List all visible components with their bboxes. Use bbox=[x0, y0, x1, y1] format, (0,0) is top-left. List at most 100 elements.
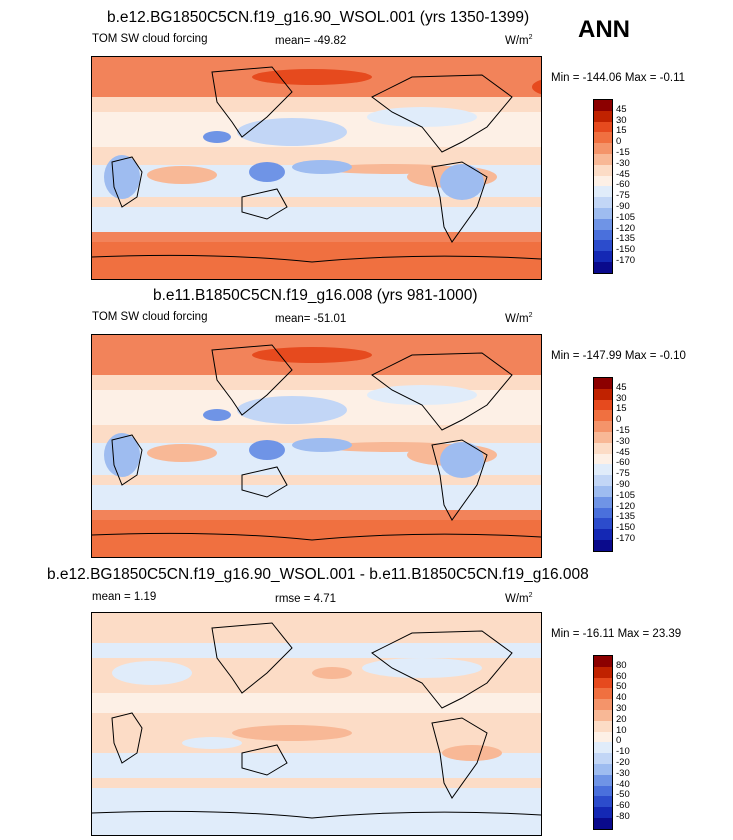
colorbar-swatch bbox=[594, 388, 612, 400]
colorbar-swatch bbox=[594, 699, 612, 710]
colorbar-swatch bbox=[594, 143, 612, 154]
colorbar-tick-label: -60 bbox=[616, 179, 630, 191]
colorbar-swatch bbox=[594, 431, 612, 443]
colorbar-swatch bbox=[594, 186, 612, 198]
colorbar-swatch bbox=[594, 807, 612, 818]
colorbar-tick-label: 30 bbox=[616, 703, 627, 714]
colorbar-tick-label: 30 bbox=[616, 392, 627, 404]
colorbar-tick-label: 15 bbox=[616, 403, 627, 415]
colorbar-swatch bbox=[594, 485, 612, 497]
colorbar-swatch bbox=[594, 164, 612, 176]
panel3-units: W/m2 bbox=[505, 592, 533, 605]
colorbar-swatch bbox=[594, 399, 612, 411]
colorbar-tick-label: -30 bbox=[616, 767, 630, 779]
panel3-colorbar bbox=[593, 655, 613, 830]
colorbar-tick-label: -80 bbox=[616, 811, 630, 822]
colorbar-tick-label: -30 bbox=[616, 157, 630, 169]
colorbar-swatch bbox=[594, 709, 612, 721]
colorbar-tick-label: -150 bbox=[616, 522, 636, 534]
colorbar-tick-label: 50 bbox=[616, 681, 627, 693]
colorbar-swatch bbox=[594, 229, 612, 241]
colorbar-tick-label: -45 bbox=[616, 446, 630, 458]
colorbar-tick-label: 40 bbox=[616, 692, 627, 704]
panel3-rmse-label: rmse = 4.71 bbox=[275, 593, 337, 605]
colorbar-swatch bbox=[594, 518, 612, 530]
colorbar-swatch bbox=[594, 207, 612, 219]
colorbar-swatch bbox=[594, 677, 612, 689]
colorbar-tick-label: 0 bbox=[616, 414, 622, 426]
colorbar-tick-label: 0 bbox=[616, 136, 622, 148]
colorbar-tick-label: 10 bbox=[616, 724, 627, 736]
panel1-map bbox=[91, 56, 542, 280]
colorbar-tick-label: 60 bbox=[616, 670, 627, 682]
panel1-minmax: Min = -144.06 Max = -0.11 bbox=[551, 72, 686, 84]
colorbar-swatch bbox=[594, 261, 612, 273]
panel2-mean-label: mean= -51.01 bbox=[275, 313, 347, 325]
season-label: ANN bbox=[578, 16, 630, 43]
colorbar-swatch bbox=[594, 785, 612, 797]
colorbar-swatch bbox=[594, 464, 612, 476]
colorbar-swatch bbox=[594, 720, 612, 732]
colorbar-tick-label: -60 bbox=[616, 800, 630, 812]
colorbar-swatch bbox=[594, 753, 612, 764]
colorbar-swatch bbox=[594, 175, 612, 187]
panel1-colorbar bbox=[593, 99, 613, 274]
colorbar-tick-label: 45 bbox=[616, 381, 627, 393]
panel1-title: b.e12.BG1850C5CN.f19_g16.90_WSOL.001 (yr… bbox=[107, 9, 530, 26]
colorbar-tick-label: -105 bbox=[616, 211, 636, 223]
panel2-units: W/m2 bbox=[505, 312, 533, 325]
colorbar-tick-label: 80 bbox=[616, 659, 627, 671]
panel2-colorbar bbox=[593, 377, 613, 552]
colorbar-swatch bbox=[594, 507, 612, 519]
colorbar-swatch bbox=[594, 121, 612, 133]
colorbar-tick-label: -60 bbox=[616, 457, 630, 469]
colorbar-swatch bbox=[594, 132, 612, 144]
colorbar-tick-label: 15 bbox=[616, 125, 627, 137]
colorbar-tick-label: -150 bbox=[616, 244, 636, 256]
panel3-minmax: Min = -16.11 Max = 23.39 bbox=[551, 628, 682, 640]
colorbar-swatch bbox=[594, 251, 612, 262]
colorbar-swatch bbox=[594, 442, 612, 454]
colorbar-swatch bbox=[594, 475, 612, 486]
colorbar-tick-label: -135 bbox=[616, 233, 636, 245]
panel2-minmax: Min = -147.99 Max = -0.10 bbox=[551, 350, 686, 362]
colorbar-swatch bbox=[594, 421, 612, 432]
colorbar-swatch bbox=[594, 410, 612, 422]
colorbar-tick-label: -90 bbox=[616, 201, 630, 212]
panel3-title: b.e12.BG1850C5CN.f19_g16.90_WSOL.001 - b… bbox=[47, 566, 589, 583]
colorbar-tick-label: -75 bbox=[616, 468, 630, 480]
colorbar-tick-label: -105 bbox=[616, 489, 636, 501]
colorbar-swatch bbox=[594, 688, 612, 700]
colorbar-tick-label: 45 bbox=[616, 103, 627, 115]
colorbar-swatch bbox=[594, 763, 612, 775]
colorbar-tick-label: 30 bbox=[616, 114, 627, 126]
colorbar-tick-label: -40 bbox=[616, 778, 630, 790]
colorbar-tick-label: 20 bbox=[616, 713, 627, 725]
colorbar-swatch bbox=[594, 796, 612, 808]
colorbar-tick-label: -170 bbox=[616, 533, 636, 544]
colorbar-tick-label: -135 bbox=[616, 511, 636, 523]
colorbar-tick-label: -30 bbox=[616, 435, 630, 447]
panel2-title: b.e11.B1850C5CN.f19_g16.008 (yrs 981-100… bbox=[153, 287, 478, 304]
colorbar-swatch bbox=[594, 453, 612, 465]
colorbar-tick-label: -10 bbox=[616, 746, 630, 758]
colorbar-swatch bbox=[594, 100, 612, 111]
colorbar-swatch bbox=[594, 378, 612, 389]
panel1-mean-label: mean= -49.82 bbox=[275, 35, 347, 47]
colorbar-tick-label: -45 bbox=[616, 168, 630, 180]
colorbar-swatch bbox=[594, 110, 612, 122]
colorbar-swatch bbox=[594, 731, 612, 743]
panel1-variable-label: TOM SW cloud forcing bbox=[92, 33, 208, 45]
colorbar-tick-label: -120 bbox=[616, 500, 636, 512]
colorbar-tick-label: -50 bbox=[616, 789, 630, 801]
colorbar-swatch bbox=[594, 666, 612, 678]
colorbar-tick-label: -170 bbox=[616, 255, 636, 266]
colorbar-tick-label: -15 bbox=[616, 425, 630, 436]
colorbar-swatch bbox=[594, 197, 612, 208]
panel2-variable-label: TOM SW cloud forcing bbox=[92, 311, 208, 323]
colorbar-tick-label: 0 bbox=[616, 735, 622, 747]
panel3-map bbox=[91, 612, 542, 836]
colorbar-swatch bbox=[594, 218, 612, 230]
panel2-map bbox=[91, 334, 542, 558]
colorbar-swatch bbox=[594, 742, 612, 754]
